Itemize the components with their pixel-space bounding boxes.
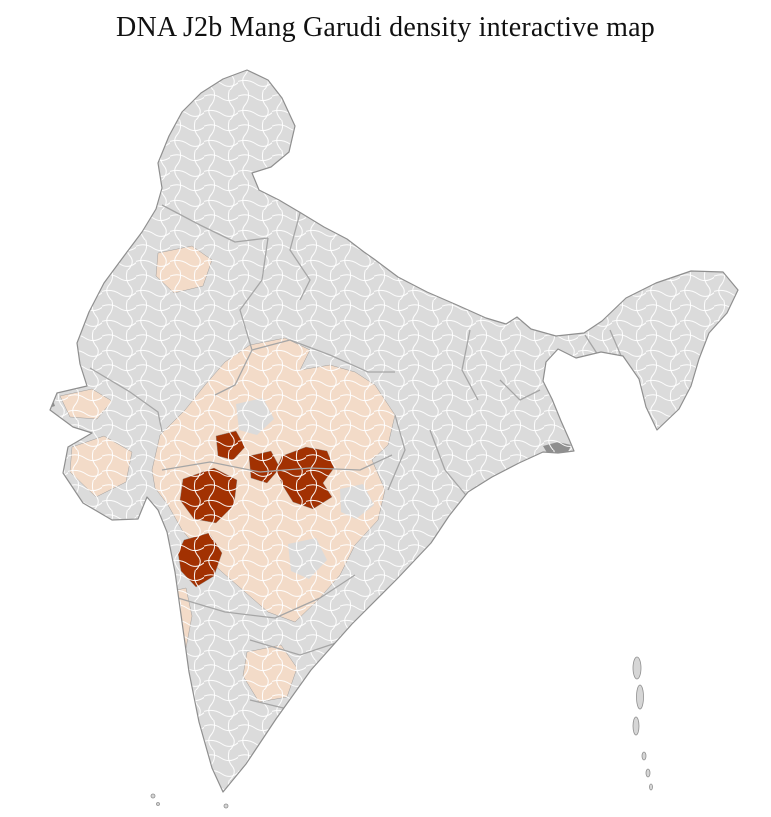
india-landmass-group <box>50 70 738 792</box>
lakshadweep-islands[interactable] <box>150 793 229 809</box>
page-title: DNA J2b Mang Garudi density interactive … <box>116 12 655 43</box>
andaman-nicobar-islands[interactable] <box>632 656 653 791</box>
india-landmass[interactable] <box>50 70 738 792</box>
